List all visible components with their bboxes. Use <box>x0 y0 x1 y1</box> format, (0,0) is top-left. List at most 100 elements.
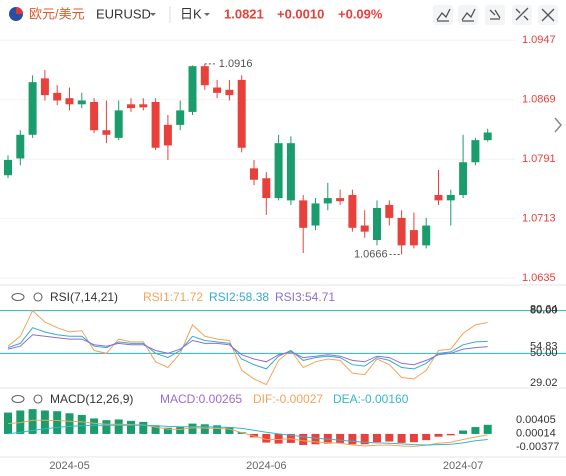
change-pct: +0.09% <box>338 6 383 21</box>
y-tick-label: 1.0791 <box>522 153 556 165</box>
legend-entry: DEA:-0.00160 <box>333 392 409 406</box>
rsi-line <box>7 334 488 366</box>
macd-bar <box>53 411 62 434</box>
candle-body <box>28 82 37 135</box>
legend-entry: RSI3:54.71 <box>275 290 335 304</box>
macd-bar <box>151 425 160 434</box>
price: 1.0821 <box>224 6 264 21</box>
toolbar-icon <box>515 7 529 21</box>
macd-bar <box>225 427 234 434</box>
macd-bar <box>446 433 455 436</box>
y-tick-label: 1.0635 <box>522 272 556 284</box>
macd-bar <box>360 433 369 445</box>
candle-body <box>225 89 234 96</box>
pair-name: 欧元/美元 <box>29 6 85 21</box>
toolbar-button[interactable] <box>433 5 453 25</box>
period[interactable]: 日K <box>180 6 202 21</box>
legend-entry: RSI2:58.38 <box>209 290 269 304</box>
rsi-line <box>7 327 488 370</box>
settings-icon[interactable] <box>33 394 43 404</box>
candle-body <box>274 143 283 199</box>
macd-line <box>7 419 488 447</box>
change: +0.0010 <box>277 6 324 21</box>
candle-body <box>336 198 345 202</box>
toolbar-button[interactable] <box>512 5 532 25</box>
candle-body <box>434 195 443 201</box>
candle-body <box>422 225 431 246</box>
y-tick-label: 0.00405 <box>516 414 556 426</box>
y-tick-label: 1.0947 <box>522 34 556 46</box>
toolbar-button[interactable] <box>458 5 478 25</box>
macd-bar <box>102 420 111 434</box>
candle-body <box>323 198 332 204</box>
macd-bar <box>336 433 345 443</box>
candle-body <box>471 140 480 163</box>
macd-bar <box>459 430 468 434</box>
candle-body <box>139 104 148 108</box>
candle-body <box>53 92 62 101</box>
macd-bar <box>311 433 320 445</box>
candle-body <box>250 168 258 180</box>
toolbar-icon <box>436 8 451 22</box>
dropdown-icon[interactable] <box>204 13 210 16</box>
candle-body <box>262 178 271 199</box>
candle-body <box>127 104 135 109</box>
macd-bar <box>434 433 443 437</box>
legend-entry: RSI1:71.72 <box>143 290 203 304</box>
macd-bar <box>40 410 49 434</box>
legend-entry: DIF:-0.00027 <box>253 392 323 406</box>
settings-icon[interactable] <box>33 292 43 302</box>
y-tick-label: 29.02 <box>530 377 558 389</box>
symbol[interactable]: EURUSD <box>96 6 151 21</box>
candle-body <box>397 217 406 246</box>
rsi-line <box>7 309 488 386</box>
y-tick-label: -0.00377 <box>516 441 559 453</box>
macd-bar <box>213 425 222 434</box>
macd-bar <box>176 427 185 434</box>
candle-body <box>213 87 222 93</box>
x-tick-label: 2024-06 <box>246 460 286 472</box>
candle-body <box>40 78 49 96</box>
macd-bar <box>397 433 406 443</box>
y-tick-label: 80.64 <box>530 304 558 316</box>
candle-body <box>102 130 111 135</box>
candle-body <box>483 132 492 141</box>
y-tick-label: 1.0869 <box>522 94 556 106</box>
dropdown-icon[interactable] <box>150 13 156 16</box>
candle-body <box>311 203 320 226</box>
indicator-title: MACD(12,26,9) <box>50 392 133 406</box>
macd-bar <box>471 427 480 434</box>
macd-bar <box>422 433 431 441</box>
scroll-arrow[interactable] <box>554 117 562 133</box>
candle-body <box>200 66 209 86</box>
eye-icon[interactable] <box>11 394 25 404</box>
header: 欧元/美元 EURUSD 日K 1.0821 +0.0010 +0.09% <box>9 5 562 133</box>
macd-bar <box>188 423 197 434</box>
candle-body <box>385 204 394 218</box>
macd-bar <box>139 421 148 434</box>
candle-body <box>459 162 468 196</box>
candle-body <box>286 143 295 201</box>
macd-bar <box>409 433 418 443</box>
macd-line <box>7 424 488 446</box>
candle-body <box>77 100 86 105</box>
y-tick-label: 1.0713 <box>522 213 556 225</box>
macd-bar <box>262 433 271 443</box>
macd-bar <box>90 418 99 434</box>
x-tick-label: 2024-05 <box>49 460 89 472</box>
flag-icon <box>16 7 23 14</box>
annotation: 1.0666 <box>354 248 388 260</box>
macd-bar <box>163 427 172 434</box>
candle-body <box>188 66 197 112</box>
candle-body <box>446 195 455 201</box>
macd-bar <box>28 409 37 434</box>
candle-body <box>299 200 308 228</box>
indicator-title: RSI(7,14,21) <box>50 290 118 304</box>
candle-body <box>373 207 381 241</box>
macd-bar <box>483 424 492 434</box>
toolbar-icon <box>489 9 501 20</box>
candle-body <box>409 230 418 246</box>
candle-body <box>237 79 246 148</box>
eye-icon[interactable] <box>11 292 25 302</box>
legend-entry: MACD:0.00265 <box>160 392 242 406</box>
